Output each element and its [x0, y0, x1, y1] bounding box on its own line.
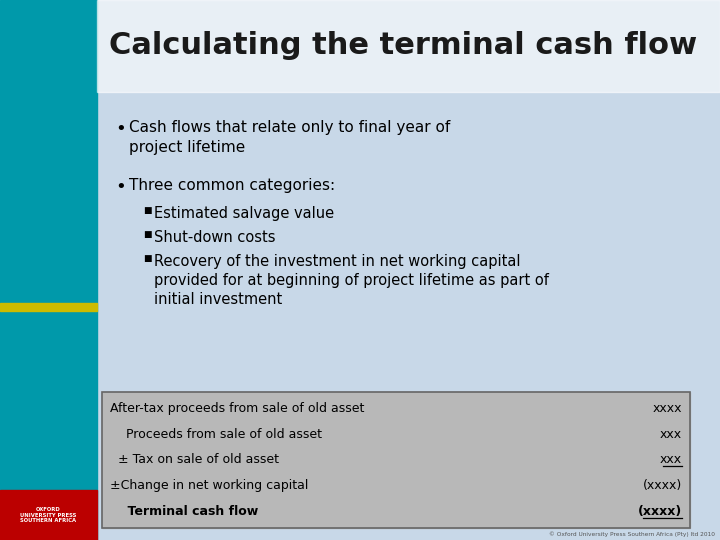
Text: © Oxford University Press Southern Africa (Pty) ltd 2010: © Oxford University Press Southern Afric… — [549, 531, 715, 537]
Text: ■: ■ — [143, 206, 151, 215]
Text: Shut-down costs: Shut-down costs — [154, 230, 276, 245]
Text: xxx: xxx — [660, 428, 682, 441]
Text: Cash flows that relate only to final year of
project lifetime: Cash flows that relate only to final yea… — [129, 120, 450, 155]
Text: ±Change in net working capital: ±Change in net working capital — [110, 479, 308, 492]
Text: (xxxx): (xxxx) — [638, 505, 682, 518]
Text: xxx: xxx — [660, 453, 682, 467]
Bar — [102, 392, 690, 528]
Bar — [102, 392, 690, 528]
Text: Estimated salvage value: Estimated salvage value — [154, 206, 334, 221]
Text: •: • — [115, 178, 126, 196]
Text: (xxxx): (xxxx) — [643, 479, 682, 492]
Text: ■: ■ — [143, 230, 151, 239]
Text: Three common categories:: Three common categories: — [129, 178, 335, 193]
Text: ± Tax on sale of old asset: ± Tax on sale of old asset — [110, 453, 279, 467]
Bar — [0, 490, 97, 540]
Bar — [0, 303, 97, 310]
Text: Calculating the terminal cash flow: Calculating the terminal cash flow — [109, 31, 697, 60]
Text: Terminal cash flow: Terminal cash flow — [110, 505, 258, 518]
Text: xxxx: xxxx — [652, 402, 682, 415]
Text: ■: ■ — [143, 254, 151, 263]
Bar — [0, 0, 97, 540]
Text: OXFORD
UNIVERSITY PRESS
SOUTHERN AFRICA: OXFORD UNIVERSITY PRESS SOUTHERN AFRICA — [20, 507, 77, 523]
Text: Proceeds from sale of old asset: Proceeds from sale of old asset — [110, 428, 322, 441]
Bar — [97, 0, 720, 92]
Text: •: • — [115, 120, 126, 138]
Text: Recovery of the investment in net working capital
provided for at beginning of p: Recovery of the investment in net workin… — [154, 254, 549, 307]
Text: After-tax proceeds from sale of old asset: After-tax proceeds from sale of old asse… — [110, 402, 364, 415]
